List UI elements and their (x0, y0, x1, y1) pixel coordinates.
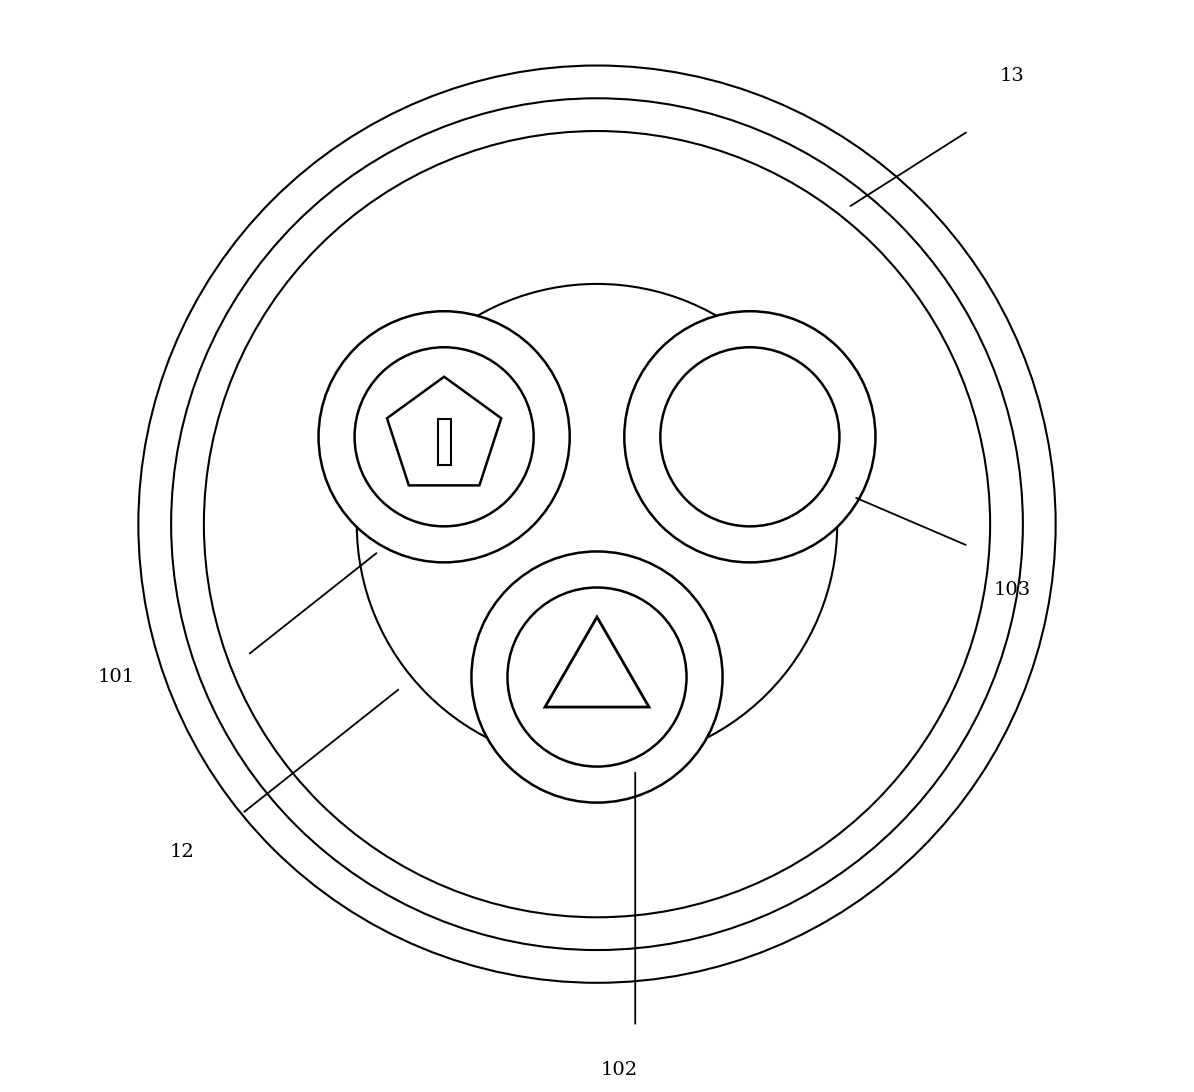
Text: 101: 101 (98, 668, 135, 686)
Text: 13: 13 (999, 68, 1024, 85)
Circle shape (319, 311, 570, 562)
Circle shape (355, 347, 534, 526)
Text: 103: 103 (993, 581, 1030, 598)
Text: 102: 102 (601, 1061, 638, 1079)
Circle shape (660, 347, 839, 526)
Circle shape (472, 551, 722, 803)
Bar (437, 419, 450, 465)
Circle shape (624, 311, 875, 562)
Text: 12: 12 (170, 843, 195, 860)
Circle shape (507, 587, 687, 767)
